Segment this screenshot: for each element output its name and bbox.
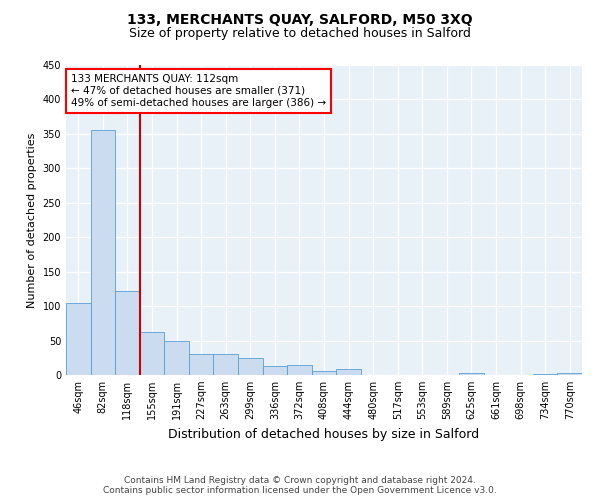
Bar bbox=[533, 374, 557, 375]
Bar bbox=[263, 366, 287, 375]
Bar bbox=[189, 354, 214, 375]
Bar bbox=[238, 358, 263, 375]
Bar bbox=[140, 332, 164, 375]
Bar bbox=[66, 302, 91, 375]
Bar bbox=[312, 371, 336, 375]
Bar bbox=[336, 370, 361, 375]
Bar bbox=[459, 373, 484, 375]
Text: Contains HM Land Registry data © Crown copyright and database right 2024.
Contai: Contains HM Land Registry data © Crown c… bbox=[103, 476, 497, 495]
Bar bbox=[557, 373, 582, 375]
Text: 133 MERCHANTS QUAY: 112sqm
← 47% of detached houses are smaller (371)
49% of sem: 133 MERCHANTS QUAY: 112sqm ← 47% of deta… bbox=[71, 74, 326, 108]
Y-axis label: Number of detached properties: Number of detached properties bbox=[27, 132, 37, 308]
Bar bbox=[115, 291, 140, 375]
Bar bbox=[91, 130, 115, 375]
Text: Size of property relative to detached houses in Salford: Size of property relative to detached ho… bbox=[129, 28, 471, 40]
Text: 133, MERCHANTS QUAY, SALFORD, M50 3XQ: 133, MERCHANTS QUAY, SALFORD, M50 3XQ bbox=[127, 12, 473, 26]
Bar bbox=[164, 341, 189, 375]
Bar bbox=[287, 364, 312, 375]
Bar bbox=[214, 354, 238, 375]
X-axis label: Distribution of detached houses by size in Salford: Distribution of detached houses by size … bbox=[169, 428, 479, 440]
